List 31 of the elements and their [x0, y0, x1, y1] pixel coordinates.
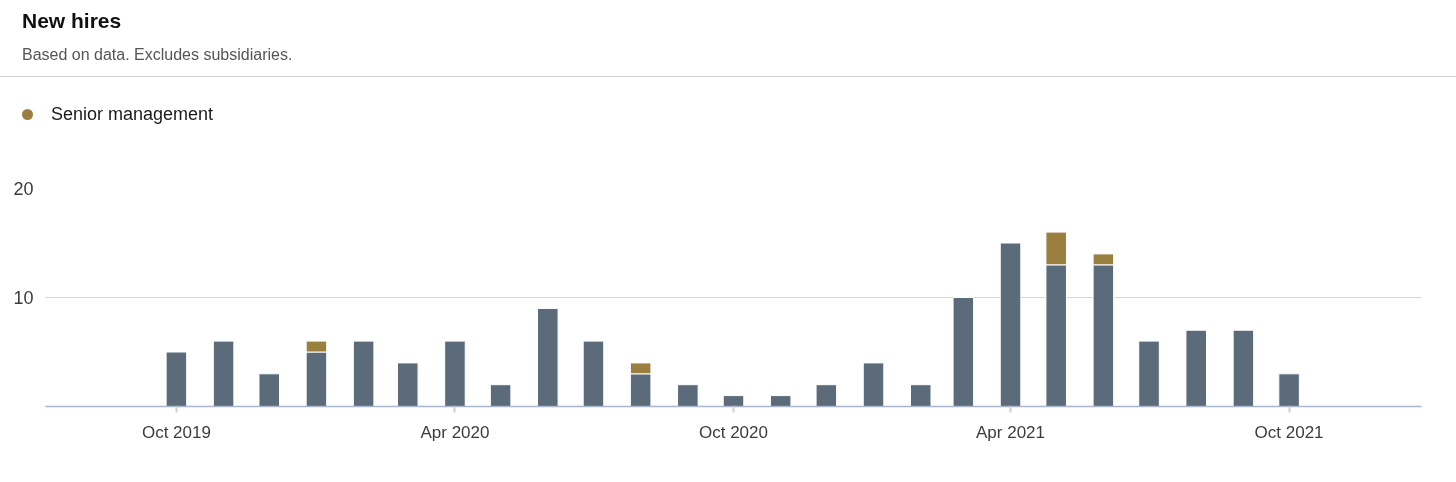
bar — [537, 307, 559, 407]
bar — [722, 395, 745, 407]
bar — [489, 384, 512, 407]
bar — [1278, 373, 1300, 407]
bar — [1138, 340, 1160, 407]
bar — [862, 362, 885, 407]
bar — [352, 340, 375, 407]
bar — [165, 351, 188, 407]
bar — [1185, 329, 1207, 407]
bar — [1232, 329, 1255, 407]
bar — [769, 395, 792, 407]
x-tick-label: Oct 2020 — [699, 422, 769, 442]
x-tick-label: Oct 2021 — [1254, 422, 1324, 442]
x-tick-label: Apr 2020 — [420, 422, 490, 442]
bar — [396, 362, 419, 407]
y-tick-label: 20 — [13, 179, 34, 199]
chart-subtitle: Based on data. Excludes subsidiaries. — [22, 45, 293, 65]
bar — [677, 384, 699, 407]
bar — [999, 242, 1022, 407]
bar — [582, 340, 605, 407]
bar — [952, 297, 975, 407]
bar — [212, 340, 235, 407]
bar — [258, 373, 281, 407]
bar — [909, 384, 932, 407]
x-tick-label: Apr 2021 — [976, 422, 1046, 442]
y-tick-label: 10 — [13, 288, 34, 308]
bar — [444, 340, 466, 407]
legend-label: Senior management — [51, 103, 214, 126]
x-tick-label: Oct 2019 — [141, 422, 211, 442]
chart-title: New hires — [22, 8, 122, 34]
bar — [815, 384, 838, 407]
